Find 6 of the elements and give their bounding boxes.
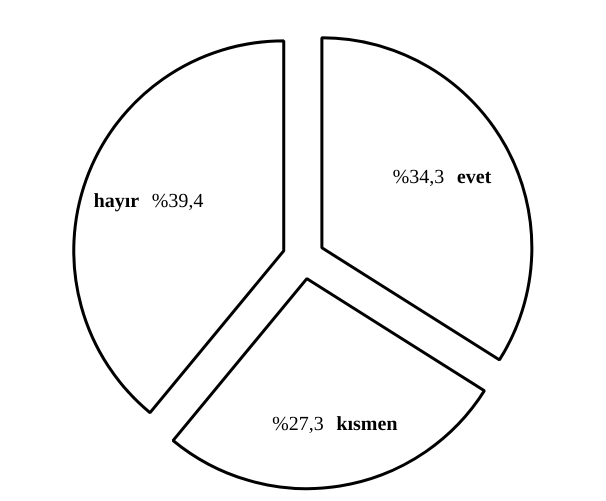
- slice-label: hayır: [94, 190, 140, 212]
- slice-label: evet: [456, 166, 492, 188]
- data-label: %34,3: [392, 166, 444, 188]
- data-label: %39,4: [152, 190, 204, 212]
- data-label: %27,3: [272, 412, 324, 435]
- slice-label: kısmen: [336, 412, 398, 435]
